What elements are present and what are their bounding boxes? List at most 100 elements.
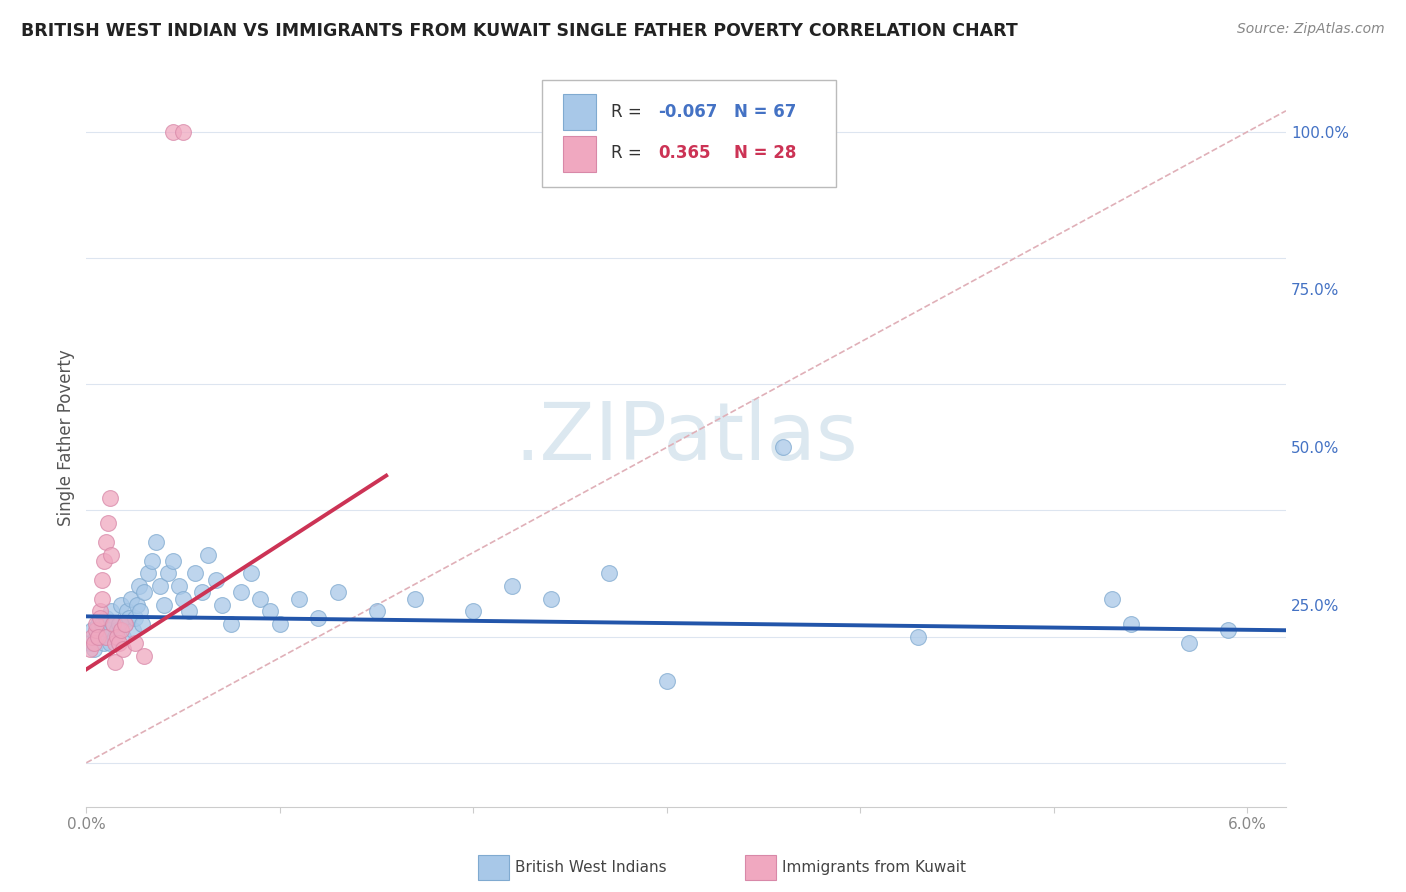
Point [269, 616, 291, 631]
Point [540, 591, 562, 606]
Point [94, 610, 117, 624]
Text: Immigrants from Kuwait: Immigrants from Kuwait [782, 861, 966, 875]
Point [162, 554, 184, 568]
Point [108, 636, 131, 650]
Point [100, 604, 122, 618]
Text: British West Indians: British West Indians [515, 861, 666, 875]
Text: BRITISH WEST INDIAN VS IMMIGRANTS FROM KUWAIT SINGLE FATHER POVERTY CORRELATION : BRITISH WEST INDIAN VS IMMIGRANTS FROM K… [21, 22, 1018, 40]
Point [103, 616, 125, 631]
Point [177, 604, 200, 618]
FancyBboxPatch shape [562, 95, 596, 130]
Point [112, 642, 135, 657]
Point [83, 636, 105, 650]
Point [89, 604, 111, 618]
Point [249, 591, 271, 606]
Text: -0.067: -0.067 [658, 103, 718, 121]
Y-axis label: Single Father Poverty: Single Father Poverty [58, 350, 75, 526]
Point [97, 516, 120, 530]
Point [172, 125, 194, 139]
Point [84, 630, 107, 644]
Point [128, 579, 150, 593]
Point [98, 636, 121, 650]
Point [211, 598, 233, 612]
Point [121, 624, 143, 638]
Point [1101, 591, 1123, 606]
Point [114, 616, 136, 631]
Point [79, 636, 101, 650]
Point [1121, 616, 1143, 631]
Text: .ZIPatlas: .ZIPatlas [515, 399, 858, 476]
Point [93, 554, 115, 568]
Point [239, 566, 262, 581]
Point [131, 616, 153, 631]
Point [105, 624, 128, 638]
Point [115, 604, 138, 618]
Text: Source: ZipAtlas.com: Source: ZipAtlas.com [1237, 22, 1385, 37]
Point [907, 630, 929, 644]
Point [1178, 636, 1201, 650]
Point [83, 642, 105, 657]
Point [404, 591, 426, 606]
Point [129, 604, 152, 618]
Point [501, 579, 523, 593]
Point [82, 630, 104, 644]
Point [90, 616, 112, 631]
Text: N = 67: N = 67 [734, 103, 796, 121]
Point [149, 579, 172, 593]
Point [772, 440, 794, 454]
Point [125, 598, 148, 612]
Point [145, 535, 167, 549]
Point [104, 636, 127, 650]
Point [120, 591, 142, 606]
Point [366, 604, 388, 618]
Point [87, 630, 110, 644]
Point [103, 616, 125, 631]
Point [105, 630, 128, 644]
Point [90, 591, 112, 606]
Point [134, 648, 156, 663]
Point [110, 598, 132, 612]
Point [152, 598, 174, 612]
Point [172, 591, 194, 606]
Point [124, 636, 146, 650]
Text: N = 28: N = 28 [734, 145, 796, 162]
Point [79, 642, 101, 657]
Point [134, 585, 156, 599]
Point [308, 610, 330, 624]
Point [167, 579, 190, 593]
Point [98, 491, 121, 505]
Point [94, 630, 117, 644]
Point [93, 636, 115, 650]
Point [162, 125, 184, 139]
Text: R =: R = [610, 145, 652, 162]
Point [118, 610, 141, 624]
Point [136, 566, 159, 581]
Point [183, 566, 205, 581]
Point [205, 573, 228, 587]
Point [87, 616, 110, 631]
Point [114, 616, 136, 631]
Point [84, 616, 107, 631]
Point [655, 673, 678, 688]
Point [94, 630, 117, 644]
Point [197, 548, 219, 562]
Point [463, 604, 485, 618]
Point [229, 585, 252, 599]
FancyBboxPatch shape [543, 79, 837, 186]
Point [259, 604, 281, 618]
Point [191, 585, 214, 599]
Point [90, 573, 112, 587]
Point [124, 610, 146, 624]
Point [110, 624, 132, 638]
Point [84, 624, 107, 638]
FancyBboxPatch shape [562, 136, 596, 172]
Text: R =: R = [610, 103, 647, 121]
Point [1216, 624, 1239, 638]
Point [112, 630, 135, 644]
Point [94, 535, 117, 549]
Point [598, 566, 620, 581]
Point [156, 566, 179, 581]
Point [97, 624, 120, 638]
Point [108, 616, 131, 631]
Point [141, 554, 163, 568]
